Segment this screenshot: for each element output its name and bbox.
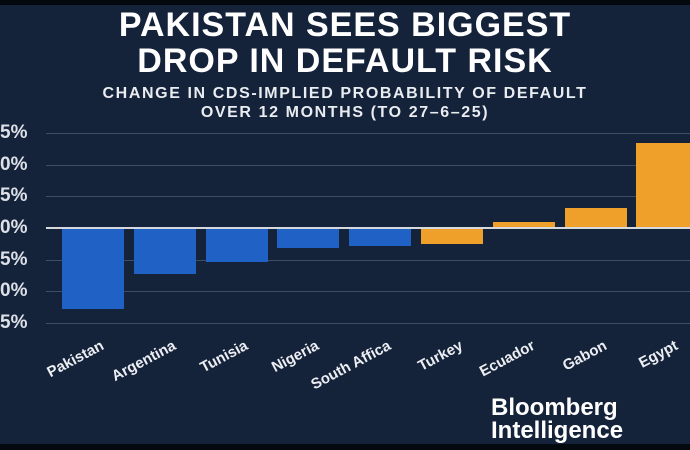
y-axis-tick-label: 5% xyxy=(0,312,28,333)
bottom-border xyxy=(0,444,690,450)
logo-line2: Intelligence xyxy=(491,417,624,444)
y-axis-tick-label: 5% xyxy=(0,122,28,143)
y-axis-tick-label: 0% xyxy=(0,280,28,302)
bar-argentina xyxy=(133,228,196,275)
chart-subtitle-line1: CHANGE IN CDS-IMPLIED PROBABILITY OF DEF… xyxy=(102,85,588,102)
bar-gabon xyxy=(564,207,627,228)
zero-line xyxy=(46,227,690,229)
y-axis-tick-label: 5% xyxy=(0,248,28,270)
bar-turkey xyxy=(421,228,483,244)
top-border xyxy=(0,0,690,5)
chart-subtitle-line2: OVER 12 MONTHS (TO 27–6–25) xyxy=(200,104,490,121)
y-axis-tick-label: 5% xyxy=(0,185,28,207)
chart-title-line2: DROP IN DEFAULT RISK xyxy=(137,42,553,80)
gridline xyxy=(46,164,690,166)
chart-title: PAKISTAN SEES BIGGEST DROP IN DEFAULT RI… xyxy=(0,7,690,79)
chart-title-line1: PAKISTAN SEES BIGGEST xyxy=(118,6,572,44)
logo-line1: Bloomberg xyxy=(491,394,618,421)
gridline xyxy=(46,259,690,261)
gridline xyxy=(46,196,690,198)
bar-ecuador xyxy=(492,221,555,228)
bar-tunisia xyxy=(205,228,268,262)
bar-egypt xyxy=(636,143,690,228)
bar-south-affica xyxy=(349,228,412,246)
gridline xyxy=(46,133,690,134)
chart-subtitle: CHANGE IN CDS-IMPLIED PROBABILITY OF DEF… xyxy=(0,84,690,122)
bloomberg-intelligence-logo: Bloomberg Intelligence xyxy=(491,394,624,444)
gridline xyxy=(46,323,690,324)
y-axis-tick-label: 0% xyxy=(0,153,28,175)
bar-nigeria xyxy=(277,228,340,249)
y-axis-tick-label: 0% xyxy=(0,217,28,238)
bar-pakistan xyxy=(62,228,124,310)
gridline xyxy=(46,291,690,293)
